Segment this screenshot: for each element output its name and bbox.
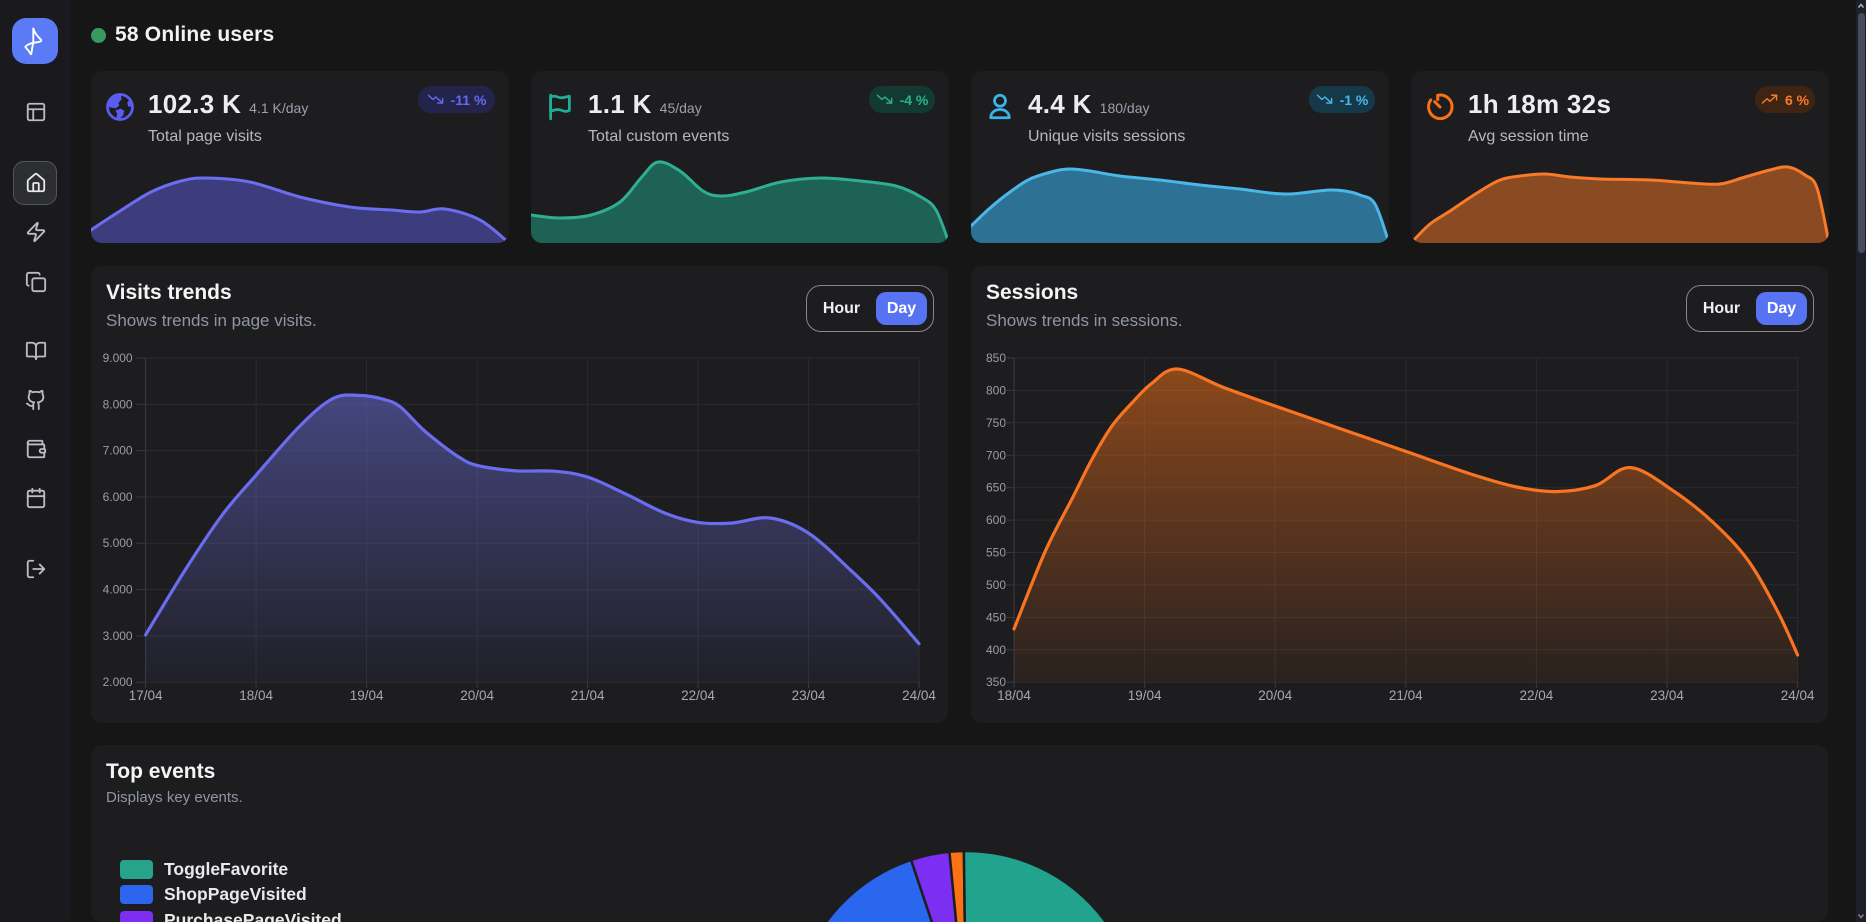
- svg-text:20/04: 20/04: [1258, 688, 1292, 703]
- svg-text:19/04: 19/04: [1128, 688, 1162, 703]
- svg-text:23/04: 23/04: [1650, 688, 1684, 703]
- svg-text:8.000: 8.000: [103, 397, 133, 411]
- svg-text:3.000: 3.000: [103, 629, 133, 643]
- svg-text:6.000: 6.000: [103, 490, 133, 504]
- svg-text:750: 750: [986, 416, 1006, 430]
- svg-text:18/04: 18/04: [997, 688, 1031, 703]
- svg-text:19/04: 19/04: [350, 688, 384, 703]
- svg-text:23/04: 23/04: [792, 688, 826, 703]
- svg-text:350: 350: [986, 675, 1006, 689]
- svg-text:4.000: 4.000: [103, 583, 133, 597]
- svg-text:650: 650: [986, 481, 1006, 495]
- svg-text:17/04: 17/04: [129, 688, 163, 703]
- svg-text:450: 450: [986, 610, 1006, 624]
- svg-text:24/04: 24/04: [1781, 688, 1815, 703]
- svg-text:18/04: 18/04: [239, 688, 273, 703]
- svg-text:700: 700: [986, 448, 1006, 462]
- svg-text:22/04: 22/04: [1520, 688, 1554, 703]
- svg-text:21/04: 21/04: [571, 688, 605, 703]
- svg-text:800: 800: [986, 383, 1006, 397]
- svg-text:20/04: 20/04: [460, 688, 494, 703]
- svg-text:5.000: 5.000: [103, 536, 133, 550]
- svg-text:850: 850: [986, 351, 1006, 365]
- svg-text:500: 500: [986, 578, 1006, 592]
- svg-text:7.000: 7.000: [103, 444, 133, 458]
- svg-text:21/04: 21/04: [1389, 688, 1423, 703]
- svg-text:2.000: 2.000: [103, 675, 133, 689]
- svg-text:400: 400: [986, 643, 1006, 657]
- svg-text:550: 550: [986, 546, 1006, 560]
- svg-text:9.000: 9.000: [103, 351, 133, 365]
- svg-text:600: 600: [986, 513, 1006, 527]
- svg-text:22/04: 22/04: [681, 688, 715, 703]
- svg-text:24/04: 24/04: [902, 688, 936, 703]
